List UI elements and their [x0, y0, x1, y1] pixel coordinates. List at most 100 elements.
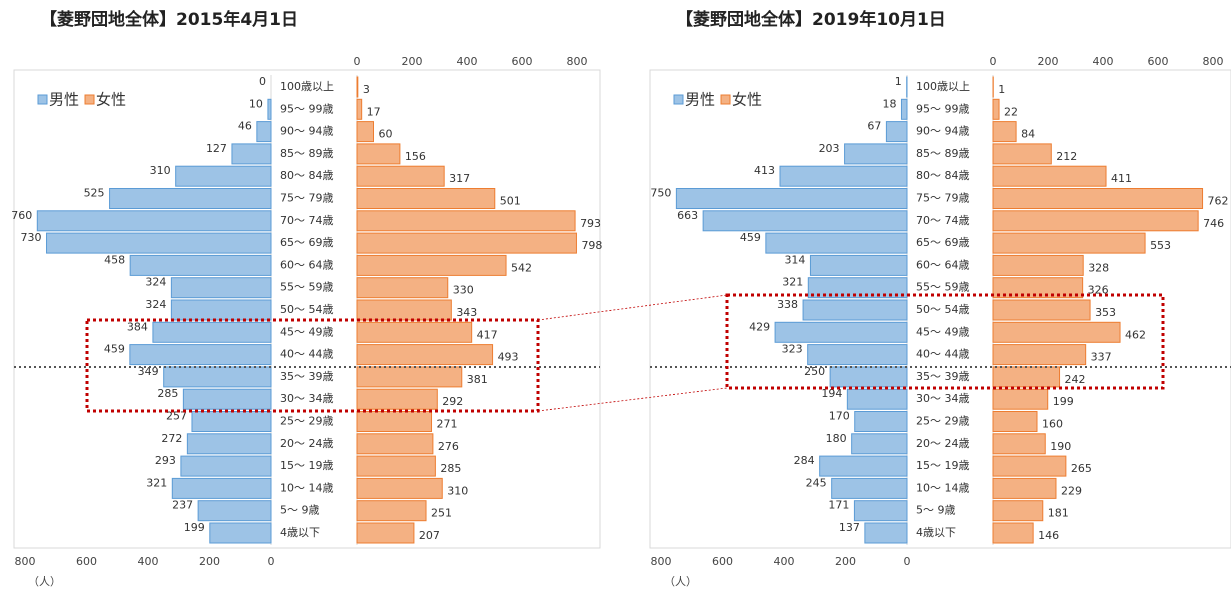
bar	[191, 411, 272, 432]
bar	[356, 388, 438, 410]
x-tick-label: 200	[1038, 55, 1059, 68]
value-label: 417	[477, 328, 498, 341]
bar	[992, 522, 1034, 544]
x-tick-label: 600	[512, 55, 533, 68]
value-label: 324	[145, 298, 166, 311]
value-label: 22	[1004, 105, 1018, 118]
x-tick-label: 200	[402, 55, 423, 68]
bar	[356, 411, 433, 432]
bar	[197, 500, 272, 522]
value-label: 314	[784, 253, 805, 266]
bar	[180, 455, 272, 477]
bar	[356, 165, 445, 187]
category-label: 25～ 29歳	[916, 415, 970, 428]
value-label: 553	[1150, 239, 1171, 252]
category-label: 10～ 14歳	[916, 481, 970, 494]
value-label: 60	[379, 128, 393, 141]
plot-frame	[13, 69, 601, 549]
category-label: 80～ 84歳	[280, 169, 334, 182]
category-label: 15～ 19歳	[280, 459, 334, 472]
value-label: 156	[405, 150, 426, 163]
x-tick-label: 0	[268, 555, 275, 568]
value-label: 310	[447, 484, 468, 497]
value-label: 321	[782, 276, 803, 289]
bar	[809, 254, 908, 276]
value-label: 328	[1088, 261, 1109, 274]
value-label: 501	[500, 195, 521, 208]
value-label: 203	[819, 142, 840, 155]
bar	[356, 254, 507, 276]
category-label: 85～ 89歳	[280, 147, 334, 160]
x-tick-label: 200	[199, 555, 220, 568]
bar	[356, 232, 577, 254]
bar	[356, 455, 436, 477]
bar	[36, 210, 272, 232]
bar	[992, 477, 1057, 499]
value-label: 293	[155, 454, 176, 467]
value-label: 525	[84, 187, 105, 200]
value-label: 276	[438, 440, 459, 453]
legend-label: 女性	[96, 91, 126, 109]
value-label: 338	[777, 298, 798, 311]
bar	[802, 299, 908, 321]
bar	[992, 143, 1052, 165]
value-label: 310	[150, 164, 171, 177]
value-label: 349	[138, 365, 159, 378]
category-label: 45～ 49歳	[916, 325, 970, 338]
bar	[186, 433, 272, 455]
category-label: 100歳以上	[916, 80, 970, 93]
legend-label: 男性	[685, 91, 715, 109]
category-label: 70～ 74歳	[916, 214, 970, 227]
x-tick-label: 800	[651, 555, 672, 568]
category-label: 20～ 24歳	[916, 437, 970, 450]
bar	[992, 277, 1084, 299]
value-label: 0	[259, 75, 266, 88]
value-label: 242	[1065, 373, 1086, 386]
bar	[831, 477, 908, 499]
value-label: 160	[1042, 418, 1063, 431]
bar	[819, 455, 908, 477]
x-tick-label: 800	[1203, 55, 1224, 68]
category-label: 4歳以下	[280, 526, 320, 539]
value-label: 250	[804, 365, 825, 378]
value-label: 212	[1056, 150, 1077, 163]
value-label: 381	[467, 373, 488, 386]
value-label: 1	[998, 83, 1005, 96]
value-label: 170	[829, 410, 850, 423]
category-label: 90～ 94歳	[916, 125, 970, 138]
bar	[992, 366, 1061, 388]
category-label: 75～ 79歳	[916, 192, 970, 205]
bar	[900, 98, 908, 120]
category-label: 4歳以下	[916, 526, 956, 539]
value-label: 190	[1050, 440, 1071, 453]
value-label: 171	[828, 499, 849, 512]
value-label: 317	[449, 172, 470, 185]
bar	[702, 210, 908, 232]
bar	[356, 344, 494, 366]
bar	[992, 98, 1000, 120]
highlight-box	[85, 318, 540, 413]
bar	[356, 366, 463, 388]
category-label: 95～ 99歳	[916, 102, 970, 115]
category-label: 35～ 39歳	[280, 370, 334, 383]
value-label: 257	[166, 410, 187, 423]
value-label: 285	[440, 462, 461, 475]
x-tick-label: 800	[567, 55, 588, 68]
value-label: 292	[442, 395, 463, 408]
value-label: 127	[206, 142, 227, 155]
bar	[807, 344, 908, 366]
bar	[170, 299, 272, 321]
x-axis-unit: （人）	[664, 575, 697, 588]
value-label: 353	[1095, 306, 1116, 319]
bar	[807, 277, 908, 299]
x-tick-label: 800	[15, 555, 36, 568]
value-label: 458	[104, 253, 125, 266]
value-label: 18	[882, 97, 896, 110]
x-tick-label: 600	[76, 555, 97, 568]
category-label: 5～ 9歳	[280, 504, 320, 517]
highlight-box	[725, 293, 1165, 390]
category-label: 30～ 34歳	[280, 392, 334, 405]
bar	[765, 232, 908, 254]
x-tick-label: 0	[354, 55, 361, 68]
